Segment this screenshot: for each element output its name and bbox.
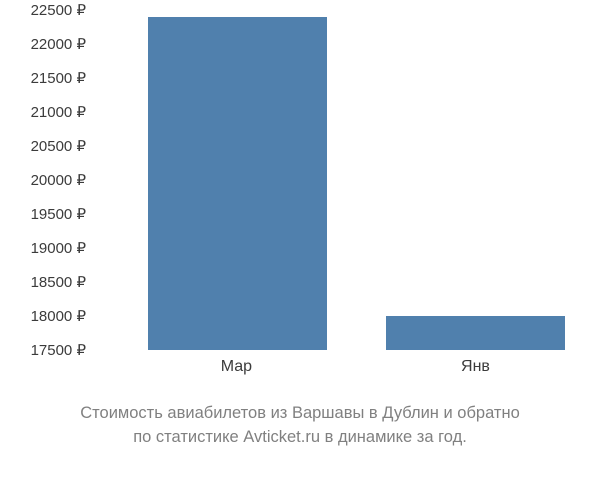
y-tick-label: 20500 ₽ bbox=[31, 137, 86, 155]
chart-caption: Стоимость авиабилетов из Варшавы в Дубли… bbox=[0, 402, 600, 450]
bar bbox=[386, 316, 565, 350]
x-tick-label: Мар bbox=[221, 358, 252, 376]
chart-area: 22500 ₽22000 ₽21500 ₽21000 ₽20500 ₽20000… bbox=[10, 10, 590, 350]
y-tick-label: 18000 ₽ bbox=[31, 307, 86, 325]
y-tick-label: 21000 ₽ bbox=[31, 103, 86, 121]
y-tick-label: 22500 ₽ bbox=[31, 1, 86, 19]
y-tick-label: 21500 ₽ bbox=[31, 69, 86, 87]
plot-area bbox=[92, 10, 590, 350]
caption-line-2: по статистике Avticket.ru в динамике за … bbox=[133, 428, 467, 446]
y-tick-label: 17500 ₽ bbox=[31, 341, 86, 359]
caption-line-1: Стоимость авиабилетов из Варшавы в Дубли… bbox=[80, 404, 520, 422]
y-axis: 22500 ₽22000 ₽21500 ₽21000 ₽20500 ₽20000… bbox=[10, 10, 92, 350]
y-tick-label: 22000 ₽ bbox=[31, 35, 86, 53]
y-tick-label: 18500 ₽ bbox=[31, 273, 86, 291]
y-tick-label: 20000 ₽ bbox=[31, 171, 86, 189]
y-tick-label: 19500 ₽ bbox=[31, 205, 86, 223]
bar bbox=[148, 17, 327, 350]
y-tick-label: 19000 ₽ bbox=[31, 239, 86, 257]
x-tick-label: Янв bbox=[461, 358, 490, 376]
x-axis: Мар Янв bbox=[92, 358, 590, 388]
